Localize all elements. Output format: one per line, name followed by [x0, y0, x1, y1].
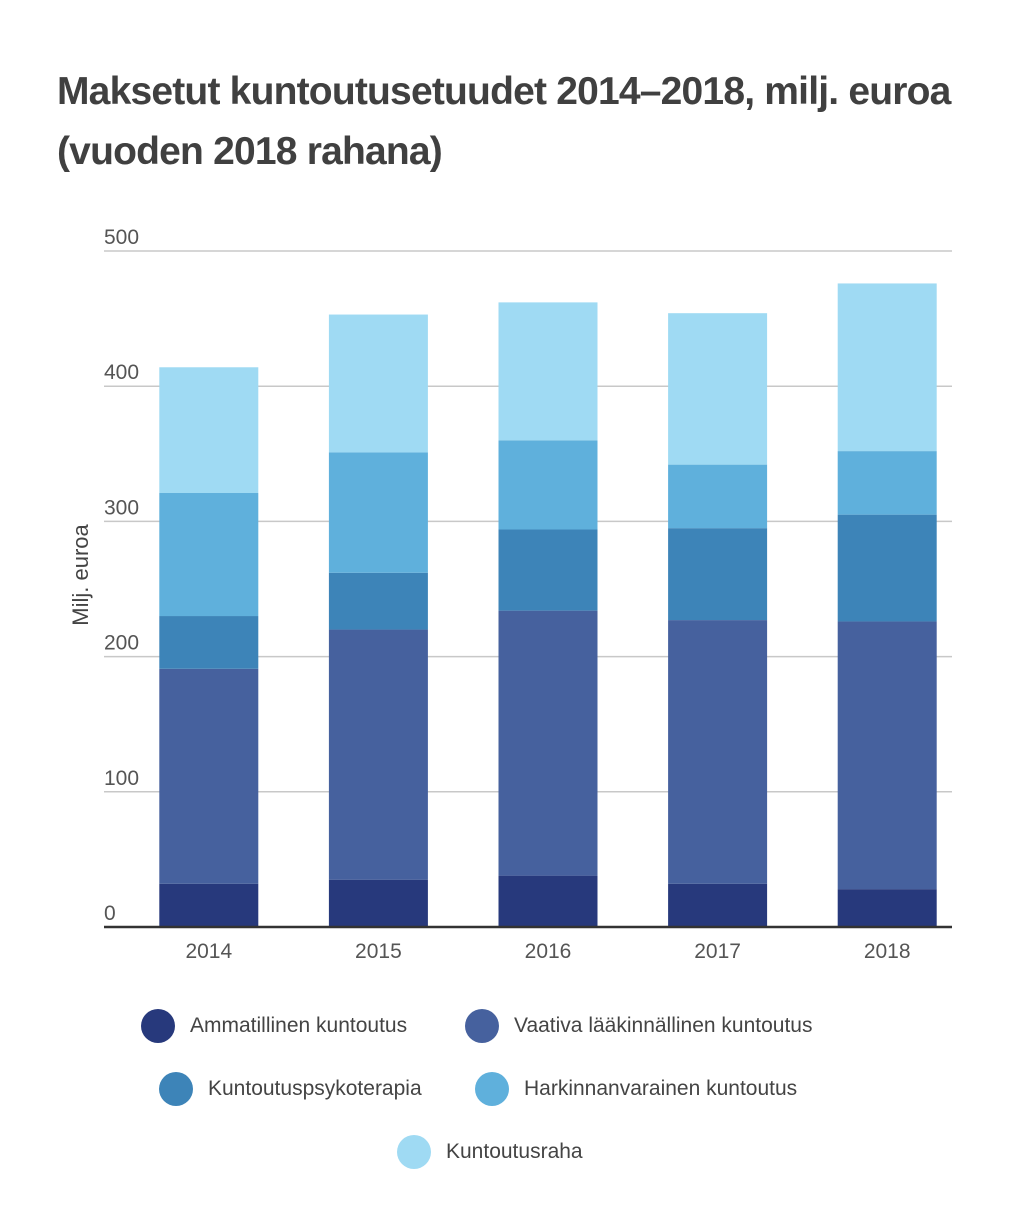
bar-segment: [837, 283, 937, 452]
y-axis-ticks: 0 100 200 300 400 500: [104, 226, 139, 925]
chart-title: Maksetut kuntoutusetuudet 2014–2018, mil…: [57, 70, 951, 173]
bar-segment: [328, 452, 428, 573]
y-tick-label: 300: [104, 496, 139, 519]
bar-segment: [668, 528, 768, 621]
bar-segment: [328, 572, 428, 630]
legend-item: Kuntoutuspsykoterapia: [159, 1072, 422, 1106]
bar-segment: [498, 440, 598, 530]
y-tick-label: 400: [104, 361, 139, 384]
bar-segment: [159, 883, 259, 927]
y-tick-label: 100: [104, 767, 139, 790]
bar-segment: [498, 529, 598, 611]
x-tick-label: 2018: [864, 940, 911, 963]
y-tick-label: 500: [104, 226, 139, 249]
bar-segment: [159, 493, 259, 617]
bar-segment: [498, 610, 598, 876]
bar-segment: [159, 616, 259, 669]
bar-segment: [668, 620, 768, 884]
bar-segment: [837, 889, 937, 927]
bar-segment: [837, 621, 937, 890]
legend-item: Harkinnanvarainen kuntoutus: [475, 1072, 797, 1106]
bar-segment: [328, 629, 428, 880]
bar-segment: [668, 464, 768, 529]
bar-segment: [328, 879, 428, 927]
legend-item: Ammatillinen kuntoutus: [141, 1009, 407, 1043]
legend-swatch: [141, 1009, 175, 1043]
legend-label: Kuntoutusraha: [446, 1140, 583, 1163]
legend-swatch: [465, 1009, 499, 1043]
bar-segment: [159, 367, 259, 494]
bar-segment: [668, 313, 768, 465]
legend-label: Vaativa lääkinnällinen kuntoutus: [514, 1014, 813, 1037]
y-axis-label: Milj. euroa: [68, 523, 93, 625]
bar-segment: [837, 451, 937, 515]
x-axis-ticks: 2014 2015 2016 2017 2018: [185, 940, 910, 963]
legend-item: Vaativa lääkinnällinen kuntoutus: [465, 1009, 812, 1043]
legend-label: Harkinnanvarainen kuntoutus: [524, 1077, 798, 1100]
y-tick-label: 200: [104, 632, 139, 655]
legend-swatch: [475, 1072, 509, 1106]
legend-swatch: [159, 1072, 193, 1106]
bar-segment: [159, 668, 259, 884]
bar-segment: [837, 514, 937, 622]
legend-label: Ammatillinen kuntoutus: [190, 1014, 408, 1037]
bar-segment: [328, 314, 428, 453]
x-tick-label: 2017: [694, 940, 741, 963]
legend-item: Kuntoutusraha: [397, 1135, 583, 1169]
bar-segment: [498, 302, 598, 441]
bars: [159, 283, 937, 927]
legend-label: Kuntoutuspsykoterapia: [208, 1077, 422, 1100]
bar-segment: [498, 875, 598, 927]
y-tick-label: 0: [104, 902, 116, 925]
x-tick-label: 2014: [185, 940, 232, 963]
x-tick-label: 2016: [525, 940, 572, 963]
x-tick-label: 2015: [355, 940, 402, 963]
legend-swatch: [397, 1135, 431, 1169]
bar-segment: [668, 883, 768, 927]
